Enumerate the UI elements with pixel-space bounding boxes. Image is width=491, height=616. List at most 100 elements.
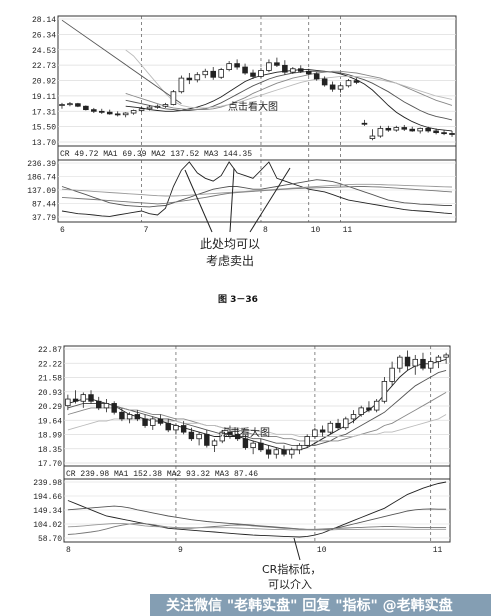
candle-body-up [343,418,349,429]
candle [401,124,408,131]
x-tick-label: 10 [317,546,327,555]
candle [67,101,73,107]
candle-body-up [202,70,209,76]
candle [305,68,312,76]
candle [412,354,418,375]
candle [353,78,360,85]
buy-annotation-line-1: CR指标低， [262,562,321,576]
candle-body-down [258,442,264,451]
price-tick-label: 18.35 [38,446,62,455]
candle-body-down [180,425,187,433]
price-tick-label: 28.14 [32,16,56,25]
indicator-tick-label: 194.66 [33,493,62,502]
chart-2: 22.87 22.22 21.58 20.93 20.29 19.64 18.99 18.35… [33,345,451,591]
candle [242,63,248,75]
indicator-line-4 [67,522,447,531]
candle [373,399,380,413]
candle-body-down [385,127,392,131]
indicator-label: CR 239.98 MA1 152.38 MA2 93.32 MA3 87.46 [66,470,258,479]
indicator-tick-label: 149.34 [33,507,62,516]
candle [194,72,201,83]
candle-body-up [350,414,357,420]
candle-body-down [111,403,117,413]
candle [321,76,328,87]
candle-body-up [397,356,403,369]
price-tick-label: 20.29 [38,403,62,412]
candle-body-up [289,449,295,455]
candle [258,67,264,79]
price-tick-label: 19.11 [32,93,56,102]
candle-body-up [150,418,156,426]
candle [157,414,164,426]
price-tick-label: 21.58 [38,375,62,384]
candle [369,129,376,141]
buy-annotation-arrow [293,537,301,561]
candle-body-up [427,361,434,369]
candle [290,67,296,74]
price-tick-label: 22.87 [38,346,62,355]
watermark-banner: 关注微信 "老韩实盘" 回复 "指标" @老韩实盘 [150,594,491,616]
candle [265,445,272,459]
candle-body-down [96,400,102,409]
price-tick-label: 26.34 [32,31,56,40]
candle-body-up [273,449,280,455]
ma-line-2 [125,70,453,121]
candle-body-down [106,111,113,115]
indicator-tick-label: 37.79 [32,214,56,223]
candle-body-up [138,108,145,111]
candle [358,405,364,417]
indicator-tick-label: 58.70 [38,535,62,544]
price-annotation: 点击看大图 [228,100,278,113]
price-tick-label: 20.93 [38,389,62,398]
candle-body-down [433,130,439,134]
indicator-tick-label: 137.09 [27,187,56,196]
candle-body-down [204,433,210,446]
candle [282,60,288,75]
candle [361,119,368,126]
candle-body-down [274,62,280,66]
x-tick-label: 7 [144,226,149,235]
indicator-label: CR 49.72 MA1 69.39 MA2 137.52 MA3 144.35 [60,150,252,159]
candle-body-down [313,73,320,80]
candle [443,352,449,364]
trend-line [61,19,182,105]
x-tick-label: 8 [66,546,71,555]
candle-body-down [305,70,312,75]
price-tick-label: 15.50 [32,124,56,133]
candle-body-up [218,69,224,78]
candle-body-up [345,80,352,87]
candle-body-up [381,381,388,402]
candle-body-up [389,367,395,382]
candle [65,394,71,411]
ma-line-4 [125,49,453,109]
candle-body-up [122,112,129,116]
candle-body-up [65,398,71,407]
candle-body-down [366,407,372,411]
candle-body-down [134,414,141,420]
candle-body-up [194,74,201,81]
candle-body-up [130,110,137,114]
candle [119,407,125,422]
candle-body-up [146,106,153,110]
chart-1: 28.14 26.34 24.53 22.73 20.92 19.11 17.31 15.50… [27,15,457,305]
indicator-line-1 [61,161,453,217]
candle-body-down [157,418,164,424]
candle [234,59,240,70]
candle [80,392,87,408]
price-tick-label: 17.70 [38,460,62,469]
indicator-tick-label: 104.02 [33,521,62,530]
candle [180,421,187,435]
candle [281,445,287,457]
candle [122,112,129,118]
candle [273,447,280,459]
buy-annotation-line-2: 可以介入 [268,578,312,591]
candle-body-up [219,431,225,442]
candle [337,84,344,93]
candle-body-down [449,133,455,135]
price-tick-label: 24.53 [32,47,56,56]
candle-body-down [75,103,81,107]
x-tick-label: 10 [311,226,321,235]
candle [227,425,233,439]
price-tick-label: 17.31 [32,108,56,117]
candle [404,350,411,371]
